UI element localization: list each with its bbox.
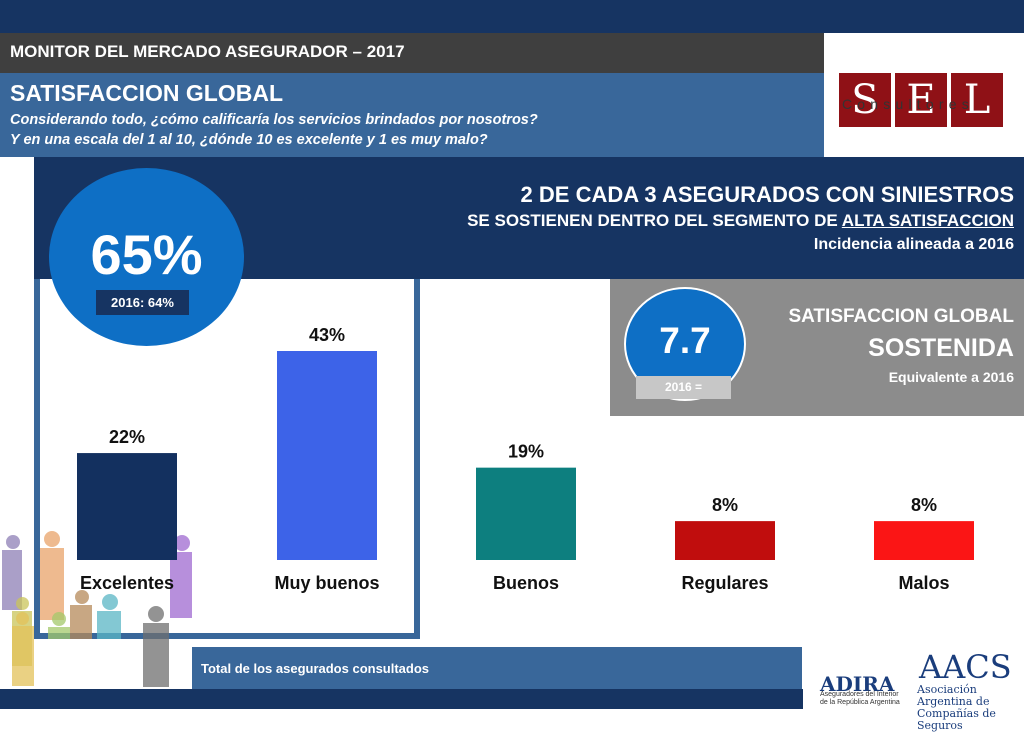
- bar-value-label: 19%: [508, 442, 544, 462]
- score-comparison-badge: 2016 =: [636, 376, 731, 399]
- left-strip: [0, 157, 34, 666]
- footer-note: Total de los asegurados consultados: [201, 661, 430, 676]
- headline-line-3: Incidencia alineada a 2016: [813, 236, 1014, 253]
- score-line-2: SOSTENIDA: [868, 334, 1014, 362]
- crowd-figure: [44, 531, 60, 547]
- question-line-2: Y en una escala del 1 al 10, ¿dónde 10 e…: [10, 132, 488, 148]
- headline-line-2-prefix: SE SOSTIENEN DENTRO DEL SEGMENTO DE: [467, 211, 842, 230]
- headline-line-1: 2 DE CADA 3 ASEGURADOS CON SINIESTROS: [520, 182, 1014, 207]
- aacs-subtitle-line-2: Compañías de Seguros: [917, 707, 996, 732]
- highlight-value: 65%: [90, 223, 203, 286]
- crowd-figure: [174, 535, 190, 551]
- category-label: Regulares: [681, 573, 768, 593]
- question-line-1: Considerando todo, ¿cómo calificaría los…: [10, 112, 538, 128]
- crowd-figure-body: [97, 611, 121, 639]
- sel-logo: S E L: [824, 33, 1024, 157]
- headline-line-2-underlined: ALTA SATISFACCION: [841, 211, 1014, 230]
- aacs-subtitle: Asociación Argentina de Compañías de Seg…: [917, 684, 1024, 732]
- logo-subtitle: Consultores: [842, 96, 974, 112]
- bar-value-label: 8%: [911, 495, 937, 515]
- highlight-circle: [49, 168, 244, 346]
- score-value: 7.7: [659, 320, 711, 361]
- bottom-band: [0, 689, 803, 709]
- aacs-logo: AACS: [919, 648, 1012, 686]
- logo-letter-l: L: [951, 73, 1003, 127]
- score-line-1: SATISFACCION GLOBAL: [788, 306, 1014, 327]
- crowd-figure-body: [40, 548, 64, 620]
- score-line-3: Equivalente a 2016: [888, 369, 1014, 385]
- footer-bar: [192, 647, 802, 689]
- crowd-figure: [102, 594, 118, 610]
- crowd-figure-body: [48, 627, 70, 639]
- crowd-figure-body: [143, 623, 169, 687]
- crowd-figure: [75, 590, 89, 604]
- page-title: SATISFACCION GLOBAL: [10, 80, 284, 106]
- category-label: Malos: [898, 573, 949, 593]
- highlight-comparison-badge: 2016: 64%: [96, 290, 189, 315]
- crowd-figure: [148, 606, 164, 622]
- logo-letter-s: S: [839, 73, 891, 127]
- top-band: [0, 0, 1024, 33]
- crowd-figure-body: [12, 626, 34, 686]
- bar-malos: [874, 521, 974, 560]
- category-label: Buenos: [493, 573, 559, 593]
- adira-logo: ADIRA: [820, 672, 895, 696]
- header-bar: [0, 33, 824, 73]
- headline-line-2: SE SOSTIENEN DENTRO DEL SEGMENTO DE ALTA…: [467, 211, 1014, 231]
- header-title: MONITOR DEL MERCADO ASEGURADOR – 2017: [10, 42, 405, 61]
- adira-subtitle: Aseguradores del Interior de la Repúblic…: [820, 691, 900, 706]
- bar-regulares: [675, 521, 775, 560]
- logo-letter-e: E: [895, 73, 947, 127]
- aacs-subtitle-line-1: Asociación Argentina de: [917, 683, 990, 708]
- crowd-figure: [52, 612, 66, 626]
- crowd-figure-body: [70, 605, 92, 639]
- bar-value-label: 8%: [712, 495, 738, 515]
- bar-buenos: [476, 467, 576, 560]
- chart-frame: [34, 279, 420, 639]
- crowd-figure: [16, 612, 29, 625]
- title-bar: [0, 73, 824, 157]
- crowd-figure-body: [170, 552, 192, 618]
